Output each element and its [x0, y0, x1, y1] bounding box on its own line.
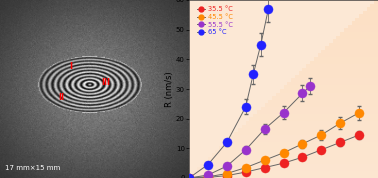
- Text: I: I: [70, 62, 72, 71]
- Bar: [208, 157, 378, 160]
- Point: [224, 174, 230, 177]
- Point: [186, 177, 192, 178]
- Bar: [212, 153, 378, 157]
- Bar: [318, 53, 378, 57]
- Bar: [261, 107, 378, 110]
- Bar: [272, 96, 378, 100]
- Bar: [299, 71, 378, 75]
- Bar: [246, 121, 378, 125]
- Y-axis label: R (nm/s): R (nm/s): [166, 71, 174, 107]
- Bar: [340, 32, 378, 36]
- Bar: [310, 61, 378, 64]
- Bar: [200, 164, 378, 167]
- Point: [318, 148, 324, 151]
- Point: [356, 134, 362, 136]
- Point: [243, 171, 249, 174]
- Point: [186, 177, 192, 178]
- Bar: [359, 14, 378, 18]
- Point: [356, 111, 362, 114]
- Bar: [325, 46, 378, 50]
- Bar: [333, 39, 378, 43]
- Bar: [291, 78, 378, 82]
- Point: [243, 105, 249, 108]
- Bar: [215, 150, 378, 153]
- Point: [205, 176, 211, 178]
- Point: [205, 163, 211, 166]
- Bar: [280, 89, 378, 93]
- Point: [224, 172, 230, 175]
- Bar: [352, 21, 378, 25]
- Point: [224, 165, 230, 167]
- Point: [299, 156, 305, 159]
- Point: [205, 175, 211, 178]
- Point: [280, 111, 287, 114]
- Bar: [348, 25, 378, 28]
- Point: [262, 128, 268, 130]
- Point: [243, 148, 249, 151]
- Bar: [268, 100, 378, 103]
- Bar: [223, 142, 378, 146]
- Text: II: II: [59, 93, 64, 102]
- Bar: [314, 57, 378, 61]
- Text: 17 mm×15 mm: 17 mm×15 mm: [5, 165, 60, 171]
- Bar: [193, 171, 378, 174]
- Point: [262, 166, 268, 169]
- Bar: [344, 28, 378, 32]
- Bar: [295, 75, 378, 78]
- Point: [205, 174, 211, 176]
- Bar: [321, 50, 378, 53]
- Bar: [302, 68, 378, 71]
- Point: [280, 162, 287, 165]
- Point: [337, 141, 343, 144]
- Point: [299, 92, 305, 95]
- Bar: [238, 128, 378, 132]
- Bar: [219, 146, 378, 150]
- Point: [250, 73, 256, 76]
- Point: [318, 134, 324, 136]
- Bar: [370, 4, 378, 7]
- Point: [262, 159, 268, 162]
- Text: III: III: [101, 78, 110, 87]
- Bar: [234, 132, 378, 135]
- Bar: [242, 125, 378, 128]
- Bar: [284, 85, 378, 89]
- Point: [265, 7, 271, 10]
- Point: [243, 166, 249, 169]
- Point: [307, 85, 313, 87]
- Bar: [329, 43, 378, 46]
- Bar: [367, 7, 378, 11]
- Legend: 35.5 °C, 45.5 °C, 55.5 °C, 65 °C: 35.5 °C, 45.5 °C, 55.5 °C, 65 °C: [195, 4, 236, 38]
- Bar: [227, 139, 378, 142]
- Bar: [189, 174, 378, 178]
- Bar: [276, 93, 378, 96]
- Bar: [355, 18, 378, 21]
- Bar: [253, 114, 378, 117]
- Bar: [336, 36, 378, 39]
- Point: [186, 177, 192, 178]
- Bar: [231, 135, 378, 139]
- Point: [186, 177, 192, 178]
- Bar: [197, 167, 378, 171]
- Bar: [265, 103, 378, 107]
- Point: [299, 142, 305, 145]
- Bar: [204, 160, 378, 164]
- Point: [258, 43, 264, 46]
- Point: [337, 122, 343, 125]
- Bar: [249, 117, 378, 121]
- Bar: [306, 64, 378, 68]
- Bar: [257, 110, 378, 114]
- Bar: [363, 11, 378, 14]
- Point: [280, 151, 287, 154]
- Bar: [287, 82, 378, 85]
- Bar: [374, 0, 378, 4]
- Point: [224, 141, 230, 144]
